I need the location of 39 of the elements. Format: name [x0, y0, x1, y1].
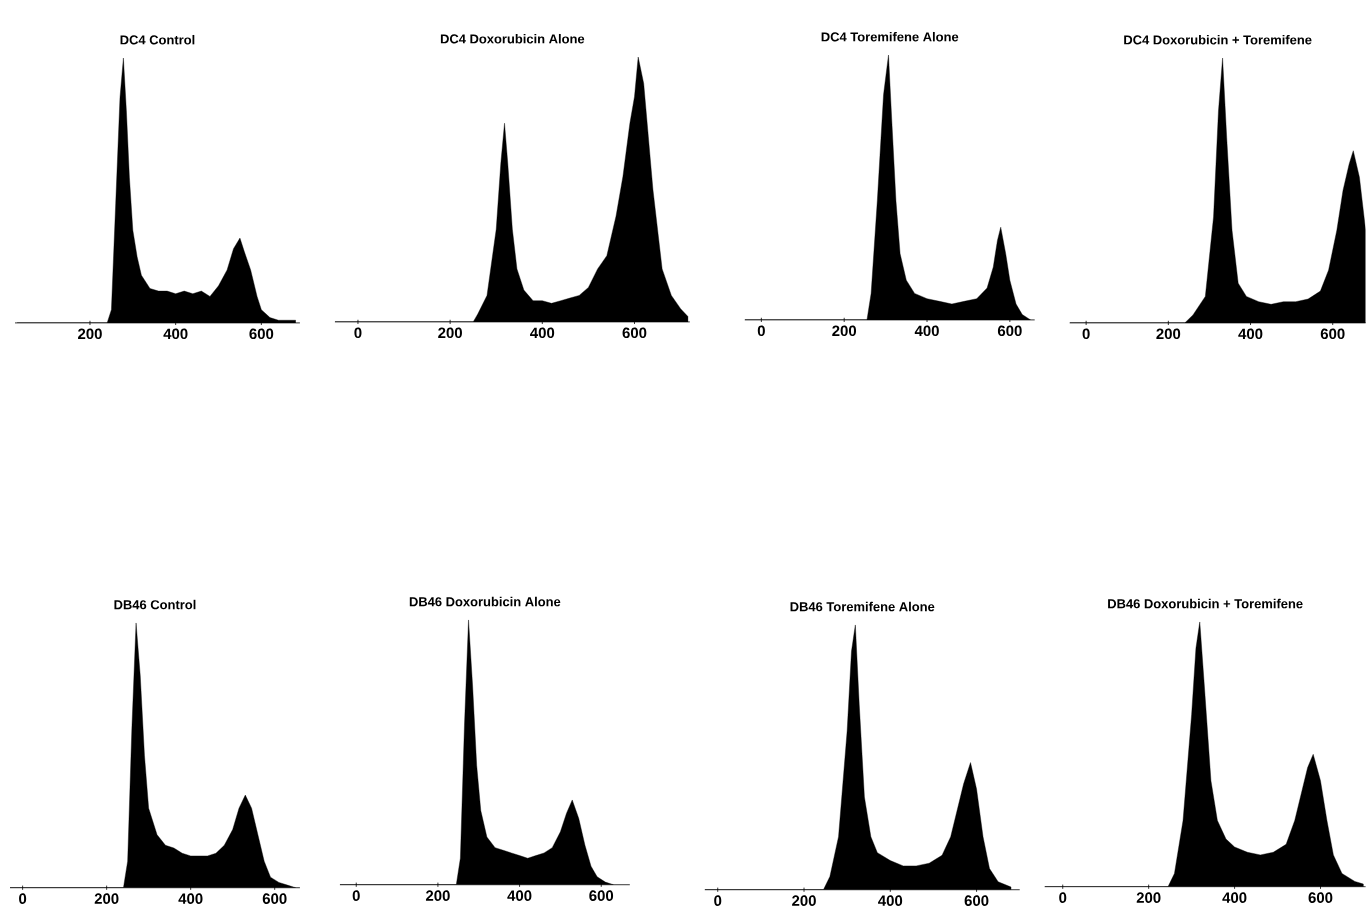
x-tick-label: 200 — [1136, 892, 1161, 904]
x-tick-label: 0 — [757, 325, 765, 337]
chart-title: DC4 Doxorubicin Alone — [440, 34, 585, 44]
x-tick-label: 0 — [19, 893, 27, 905]
x-tick-label: 200 — [425, 890, 450, 902]
x-tick-label: 0 — [714, 895, 722, 907]
x-tick-label: 200 — [1156, 328, 1181, 340]
x-tick-label: 400 — [878, 895, 903, 907]
x-tick-label: 600 — [1308, 892, 1333, 904]
x-tick-label: 600 — [262, 893, 287, 905]
chart-title: DB46 Control — [114, 599, 196, 610]
chart-title: DB46 Toremifene Alone — [790, 601, 935, 612]
chart-title: DC4 Doxorubicin + Toremifene — [1124, 35, 1312, 45]
x-tick-label: 400 — [178, 893, 203, 905]
x-tick-label: 200 — [438, 327, 462, 339]
x-tick-label: 400 — [914, 325, 939, 337]
x-tick-label: 600 — [589, 890, 614, 902]
chart-title: DB46 Doxorubicin + Toremifene — [1108, 598, 1303, 609]
x-tick-label: 200 — [94, 893, 119, 905]
x-tick-label: 200 — [832, 325, 857, 337]
x-tick-label: 600 — [997, 325, 1022, 337]
x-tick-label: 0 — [354, 327, 362, 339]
chart-title: DC4 Control — [120, 35, 195, 45]
chart-title: DC4 Toremifene Alone — [821, 32, 959, 42]
x-tick-label: 400 — [1222, 892, 1247, 904]
x-tick-label: 0 — [1082, 328, 1090, 340]
x-tick-label: 200 — [792, 895, 816, 907]
x-tick-label: 400 — [1238, 328, 1263, 340]
x-tick-label: 600 — [964, 895, 989, 907]
x-tick-label: 400 — [530, 327, 555, 339]
x-tick-label: 400 — [163, 328, 188, 340]
x-tick-label: 200 — [78, 328, 102, 340]
x-tick-label: 600 — [622, 327, 647, 339]
x-tick-label: 600 — [249, 328, 274, 340]
x-tick-label: 400 — [507, 890, 532, 902]
x-tick-label: 0 — [352, 890, 360, 902]
x-tick-label: 600 — [1320, 328, 1345, 340]
chart-title: DB46 Doxorubicin Alone — [409, 596, 561, 607]
x-tick-label: 0 — [1059, 892, 1067, 904]
